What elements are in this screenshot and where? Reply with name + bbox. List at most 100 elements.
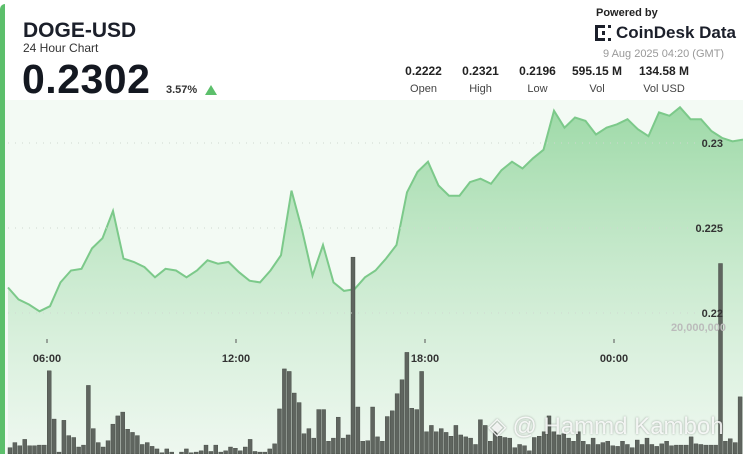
volume-bar (512, 447, 517, 454)
volume-bar (22, 439, 27, 454)
volume-bar (497, 436, 503, 454)
volume-bar (522, 445, 527, 454)
volume-bar (473, 444, 478, 454)
stat-value: 134.58 M (638, 64, 690, 78)
stat-value: 595.15 M (571, 64, 623, 78)
volume-bar (257, 451, 263, 454)
volume-bar (144, 442, 150, 454)
volume-bar (644, 437, 650, 454)
volume-bar (228, 446, 233, 454)
volume-bar (615, 446, 620, 454)
volume-bar (566, 437, 571, 454)
volume-bar (218, 451, 223, 454)
volume-bar (733, 442, 738, 454)
volume-bar (321, 409, 326, 454)
stat-label: Low (527, 83, 548, 95)
volume-bar (223, 450, 228, 454)
volume-bar (488, 441, 493, 454)
volume-bar (27, 445, 32, 454)
volume-bar (429, 425, 434, 454)
volume-bar (600, 442, 606, 454)
volume-bar (723, 441, 728, 454)
volume-bar (326, 441, 331, 454)
accent-bar (0, 4, 5, 454)
volume-bar (586, 444, 591, 454)
stat-value: 0.2222 (405, 64, 442, 78)
volume-bar (238, 450, 243, 454)
volume-bar (399, 379, 405, 454)
volume-bar (341, 437, 346, 454)
volume-bar (414, 409, 419, 454)
volume-bar (698, 444, 704, 454)
volume-bar (390, 410, 395, 454)
volume-bar (350, 256, 356, 454)
brand-logo: CoinDesk Data (594, 23, 736, 43)
volume-tick-label: 20,000,000 (671, 322, 726, 334)
volume-bar (262, 451, 267, 454)
volume-bar (306, 428, 312, 454)
volume-bar (120, 411, 125, 454)
volume-bar (7, 447, 13, 454)
volume-bar (654, 446, 659, 454)
y-tick-label: 0.225 (695, 223, 723, 235)
stat-vol: 595.15 M Vol (567, 64, 627, 95)
x-tick-label: 12:00 (222, 353, 250, 365)
brand-name: CoinDesk Data (616, 23, 736, 42)
volume-bar (443, 432, 449, 454)
volume-bar (453, 425, 459, 454)
volume-bar (296, 402, 302, 454)
volume-bar (409, 408, 414, 454)
stat-label: Open (410, 83, 437, 95)
volume-bar (179, 451, 184, 454)
y-tick-label: 0.22 (702, 308, 723, 320)
volume-bar (76, 446, 81, 454)
volume-bar (189, 452, 194, 454)
volume-bar (198, 450, 204, 454)
volume-bar (110, 423, 116, 454)
volume-bar (66, 435, 72, 454)
volume-bar (571, 441, 576, 454)
volume-bar (713, 444, 718, 454)
stat-vol-usd: 134.58 M Vol USD (629, 64, 699, 95)
volume-bar (292, 392, 297, 454)
volume-bar (233, 448, 238, 454)
volume-bar (669, 445, 674, 454)
volume-bar (247, 439, 253, 454)
volume-bar (169, 451, 174, 454)
volume-bar (649, 444, 655, 454)
pair-title: DOGE-USD (23, 19, 137, 42)
volume-bar (51, 418, 57, 454)
volume-bar (370, 406, 375, 454)
volume-bar (679, 444, 684, 454)
stat-low: 0.2196 Low (510, 64, 565, 95)
volume-bar (267, 448, 272, 454)
volume-bar (42, 444, 47, 454)
volume-bar (301, 433, 307, 454)
volume-bar (213, 444, 219, 454)
volume-bar (674, 444, 679, 454)
volume-bar (115, 415, 121, 454)
volume-bar (458, 434, 463, 454)
volume-bar (507, 437, 512, 454)
volume-bar (684, 444, 689, 454)
stat-open: 0.2222 Open (396, 64, 451, 95)
volume-bar (61, 420, 67, 454)
volume-bar (100, 446, 106, 454)
x-tick-label: 18:00 (411, 353, 439, 365)
volume-bar (287, 371, 292, 454)
volume-bar (581, 441, 586, 454)
volume-bar (193, 451, 199, 454)
volume-bar (91, 428, 96, 454)
volume-bar (380, 441, 385, 454)
stats-row: 0.2222 Open 0.2321 High 0.2196 Low 595.15 M… (396, 64, 701, 95)
volume-bar (311, 437, 316, 454)
volume-bar (32, 445, 37, 454)
volume-bar (203, 444, 209, 454)
volume-bar (394, 393, 400, 454)
volume-bar (439, 428, 444, 454)
volume-bar (527, 450, 532, 454)
volume-bar (605, 441, 610, 454)
volume-bar (590, 437, 596, 454)
